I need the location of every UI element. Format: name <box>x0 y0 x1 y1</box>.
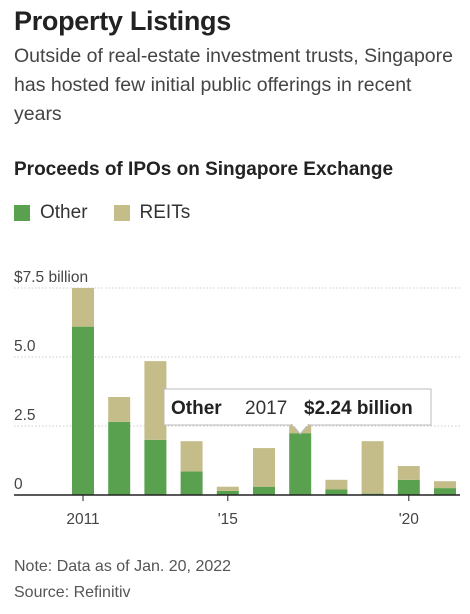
y-tick-label: 0 <box>14 476 23 493</box>
bar-reits-2014 <box>180 441 203 472</box>
bar-other-2016 <box>253 486 275 495</box>
page-subtitle: Outside of real-estate investment trusts… <box>14 45 453 125</box>
bar-other-2015 <box>216 490 239 495</box>
bar-other-2012 <box>108 421 131 495</box>
bar-reits-2020 <box>397 466 420 480</box>
page-title: Property Listings <box>14 6 231 36</box>
y-tick-label: 5.0 <box>14 338 36 355</box>
x-tick-label: '15 <box>218 511 238 528</box>
chart-note: Note: Data as of Jan. 20, 2022 <box>14 558 232 575</box>
x-tick-label: 2011 <box>66 511 99 528</box>
y-tick-label: 2.5 <box>14 407 36 424</box>
tooltip-series: Other <box>171 398 222 419</box>
x-tick-label: '20 <box>399 511 420 528</box>
chart-legend: Other REITs <box>14 202 216 224</box>
bar-reits-2018 <box>325 479 348 490</box>
y-tick-label: $7.5 billion <box>14 269 88 286</box>
legend-item-reits[interactable]: REITs <box>113 202 191 224</box>
bar-reits-2013 <box>144 361 167 440</box>
bar-other-2021 <box>434 488 456 495</box>
bar-other-2020 <box>397 479 420 495</box>
legend-swatch-other <box>14 205 30 221</box>
legend-label-other: Other <box>40 202 88 223</box>
tooltip-box <box>163 388 432 426</box>
bar-reits-2012 <box>108 397 131 422</box>
bar-reits-2015 <box>216 486 239 491</box>
bar-other-2011 <box>72 326 94 495</box>
bar-other-2017 <box>289 433 312 495</box>
legend-item-other[interactable]: Other <box>14 202 88 224</box>
chart-title: Proceeds of IPOs on Singapore Exchange <box>14 159 394 180</box>
chart-source: Source: Refinitiv <box>14 584 131 601</box>
tooltip-value: $2.24 billion <box>304 398 413 419</box>
legend-swatch-reits <box>113 205 130 221</box>
tooltip-year: 2017 <box>245 398 287 419</box>
bar-reits-2019 <box>361 441 384 494</box>
legend-label-reits: REITs <box>139 202 191 223</box>
bar-other-2018 <box>325 489 348 495</box>
bar-reits-2021 <box>434 481 456 489</box>
bar-reits-2011 <box>72 288 94 327</box>
bar-other-2014 <box>180 471 203 495</box>
bar-other-2013 <box>144 439 167 495</box>
bar-reits-2016 <box>253 448 275 487</box>
